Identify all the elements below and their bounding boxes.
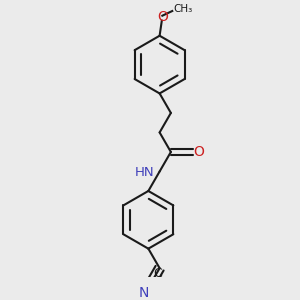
Text: CH₃: CH₃ (173, 4, 192, 14)
Text: O: O (157, 10, 168, 24)
Text: O: O (193, 145, 204, 159)
Text: C: C (153, 266, 162, 280)
Text: HN: HN (134, 166, 154, 179)
Text: N: N (138, 286, 148, 300)
